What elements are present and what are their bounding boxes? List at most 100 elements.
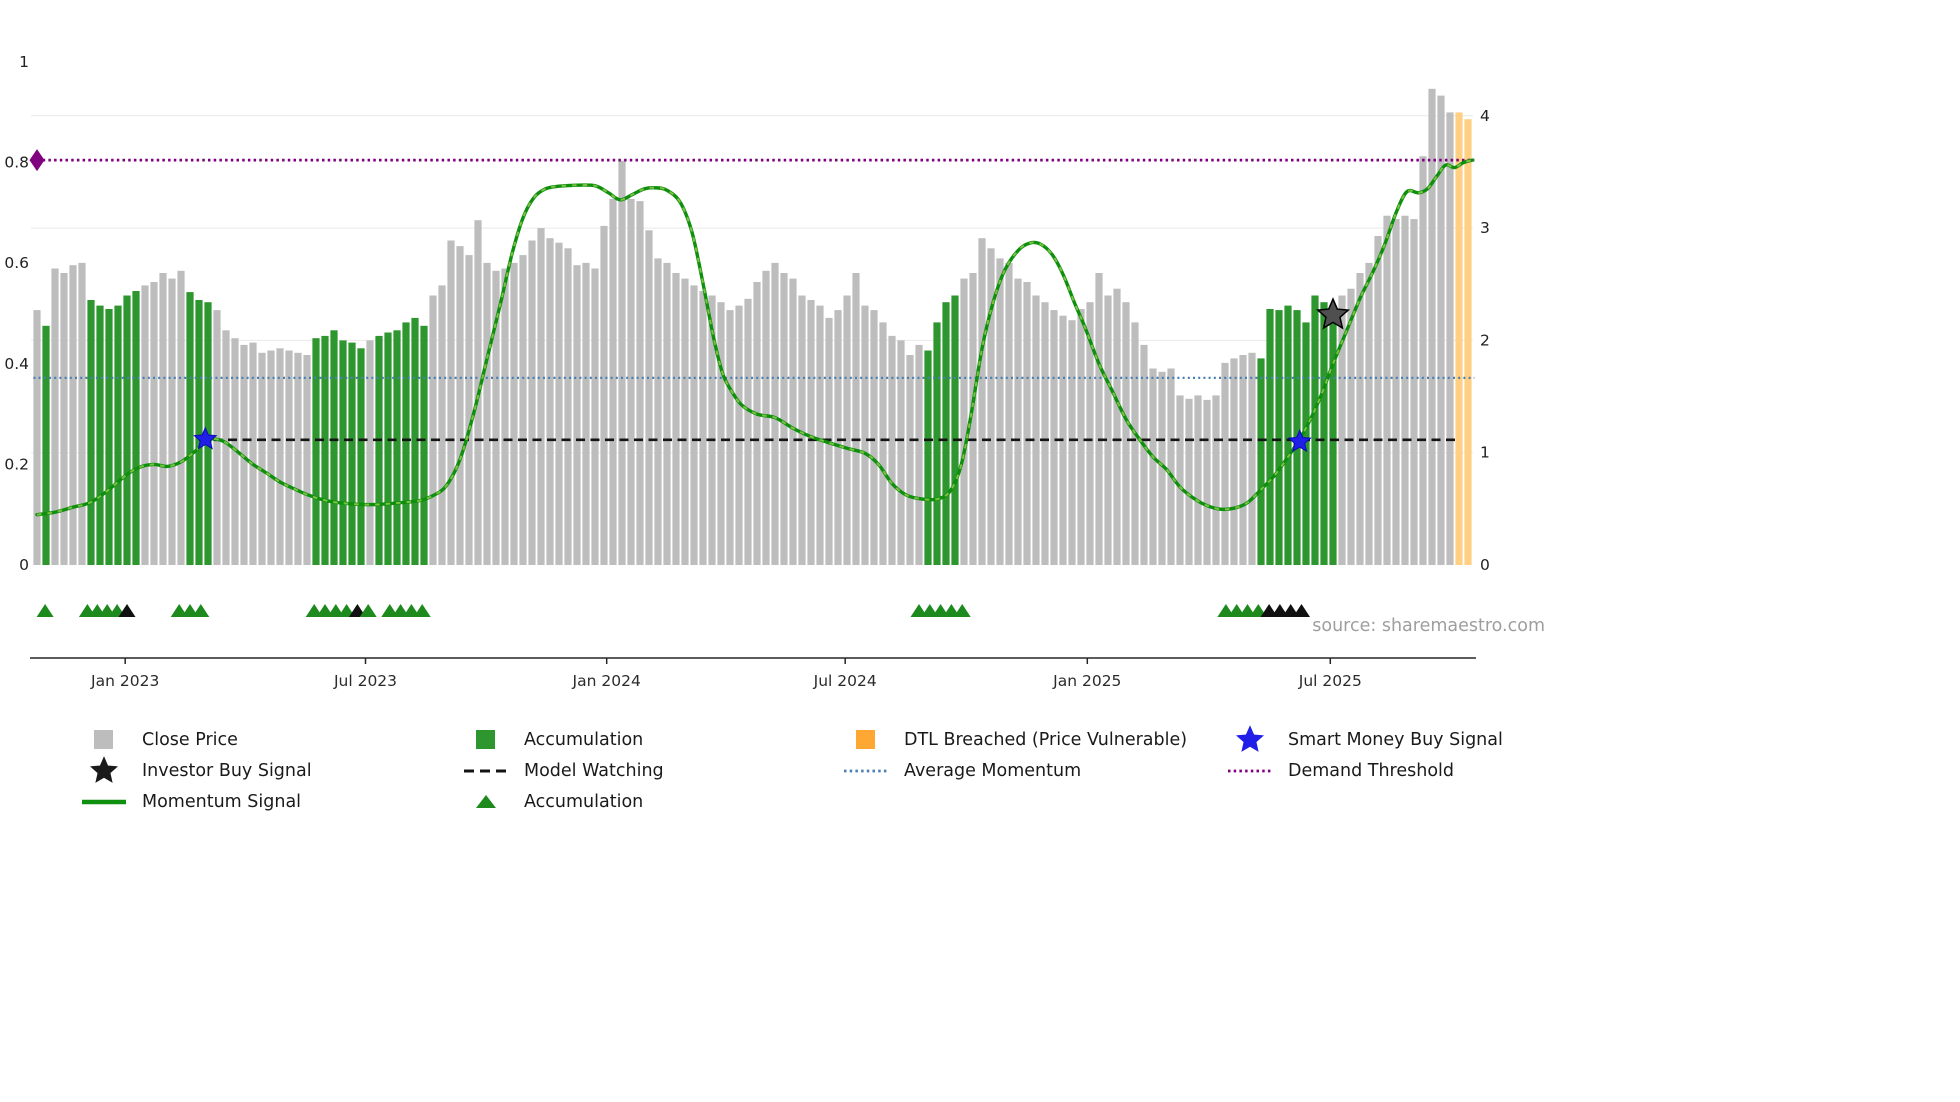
star-icon bbox=[1226, 724, 1274, 755]
price-bar bbox=[690, 285, 698, 565]
price-bar bbox=[1446, 112, 1454, 566]
price-bar bbox=[654, 258, 662, 565]
accumulation-triangle-icon bbox=[359, 604, 377, 617]
price-bar bbox=[852, 273, 860, 565]
price-bar bbox=[780, 273, 788, 565]
x-tick-label: Jul 2024 bbox=[813, 672, 877, 690]
price-bar bbox=[996, 258, 1004, 565]
price-bar bbox=[1185, 398, 1193, 565]
legend-item-close-price: Close Price bbox=[80, 729, 462, 751]
price-bar bbox=[168, 278, 176, 565]
price-bar bbox=[114, 305, 122, 565]
price-bar bbox=[1437, 95, 1445, 565]
price-bar bbox=[447, 240, 455, 565]
price-bar bbox=[105, 309, 113, 565]
price-bar bbox=[843, 295, 851, 565]
price-bar bbox=[1212, 395, 1220, 565]
price-bar bbox=[276, 348, 284, 565]
square-icon bbox=[462, 729, 510, 751]
price-bar bbox=[1365, 262, 1373, 565]
price-bar bbox=[1257, 358, 1265, 565]
legend-label: Close Price bbox=[142, 729, 238, 750]
accumulation-triangle-icon bbox=[910, 604, 928, 617]
accumulation-triangle-icon bbox=[170, 604, 188, 617]
legend-item-average-momentum: Average Momentum bbox=[842, 761, 1226, 781]
legend-row: Momentum Signal Accumulation bbox=[80, 786, 1600, 817]
price-bar bbox=[708, 295, 716, 565]
right-axis-label: 3 bbox=[1480, 219, 1490, 237]
price-bar bbox=[1275, 310, 1283, 565]
price-bar bbox=[699, 291, 707, 565]
investor-buy-star-icon bbox=[1315, 297, 1351, 330]
price-bar bbox=[357, 348, 365, 565]
price-bar bbox=[1347, 288, 1355, 565]
price-bar bbox=[1428, 88, 1436, 566]
left-axis-label: 0.4 bbox=[4, 355, 29, 373]
price-bar bbox=[663, 262, 671, 565]
price-bar bbox=[177, 270, 185, 565]
accumulation-triangle-icon bbox=[413, 604, 431, 617]
price-bar bbox=[1005, 262, 1013, 565]
price-bar bbox=[1311, 295, 1319, 565]
legend-label: DTL Breached (Price Vulnerable) bbox=[904, 729, 1188, 750]
price-bar bbox=[591, 268, 599, 565]
x-tick-label: Jan 2024 bbox=[572, 672, 641, 690]
price-bar bbox=[384, 332, 392, 565]
price-bar bbox=[537, 228, 545, 565]
price-bar bbox=[1131, 322, 1139, 565]
price-bar bbox=[123, 295, 131, 565]
triangle-icon bbox=[462, 794, 510, 810]
price-bar bbox=[60, 273, 68, 565]
accumulation-triangle-icon bbox=[1293, 604, 1310, 617]
price-bar bbox=[1266, 309, 1274, 565]
price-bar bbox=[1374, 236, 1382, 565]
price-bar bbox=[1302, 322, 1310, 565]
price-bar bbox=[1383, 215, 1391, 565]
price-bar bbox=[753, 282, 761, 565]
price-bar bbox=[1194, 395, 1202, 565]
legend-label: Investor Buy Signal bbox=[142, 760, 312, 781]
x-tick-label: Jul 2023 bbox=[333, 672, 397, 690]
price-bar bbox=[87, 300, 95, 565]
right-axis-label: 1 bbox=[1480, 444, 1490, 462]
price-bar bbox=[1095, 273, 1103, 565]
price-bar bbox=[681, 278, 689, 565]
price-bar bbox=[888, 335, 896, 565]
price-bar bbox=[627, 198, 635, 565]
price-bar bbox=[726, 310, 734, 565]
accumulation-triangle-icon bbox=[118, 604, 136, 617]
square-icon bbox=[80, 729, 128, 751]
legend-item-accumulation: Accumulation bbox=[462, 792, 842, 812]
accumulation-triangle-icon bbox=[942, 604, 960, 617]
price-bar bbox=[1284, 305, 1292, 565]
legend-label: Accumulation bbox=[524, 791, 644, 812]
legend-label: Accumulation bbox=[524, 729, 644, 750]
left-axis-label: 0.6 bbox=[4, 254, 29, 272]
price-bar bbox=[897, 340, 905, 565]
price-bar bbox=[42, 325, 50, 565]
price-bar bbox=[1041, 302, 1049, 565]
price-bar bbox=[789, 278, 797, 565]
left-axis-label: 1 bbox=[19, 53, 29, 71]
price-bar bbox=[141, 285, 149, 565]
price-bar bbox=[555, 242, 563, 565]
price-bar bbox=[411, 317, 419, 565]
price-bar bbox=[1230, 358, 1238, 565]
price-bar bbox=[69, 265, 77, 565]
accumulation-triangle-icon bbox=[316, 604, 334, 617]
legend-item-investor-buy-signal: Investor Buy Signal bbox=[80, 755, 462, 786]
price-bar bbox=[303, 355, 311, 565]
price-bar bbox=[1419, 156, 1427, 565]
price-bar bbox=[870, 310, 878, 565]
left-axis-label: 0.2 bbox=[4, 455, 29, 473]
price-bar bbox=[1086, 302, 1094, 565]
legend-row: Investor Buy Signal Model Watching Average… bbox=[80, 755, 1600, 786]
accumulation-triangle-icon bbox=[327, 604, 345, 617]
accumulation-triangle-icon bbox=[1228, 604, 1246, 617]
price-bar bbox=[1032, 295, 1040, 565]
price-bar bbox=[1104, 295, 1112, 565]
price-bar bbox=[564, 248, 572, 566]
price-bar bbox=[1392, 219, 1400, 565]
price-bar bbox=[456, 246, 464, 565]
accumulation-triangle-icon bbox=[1260, 604, 1278, 617]
